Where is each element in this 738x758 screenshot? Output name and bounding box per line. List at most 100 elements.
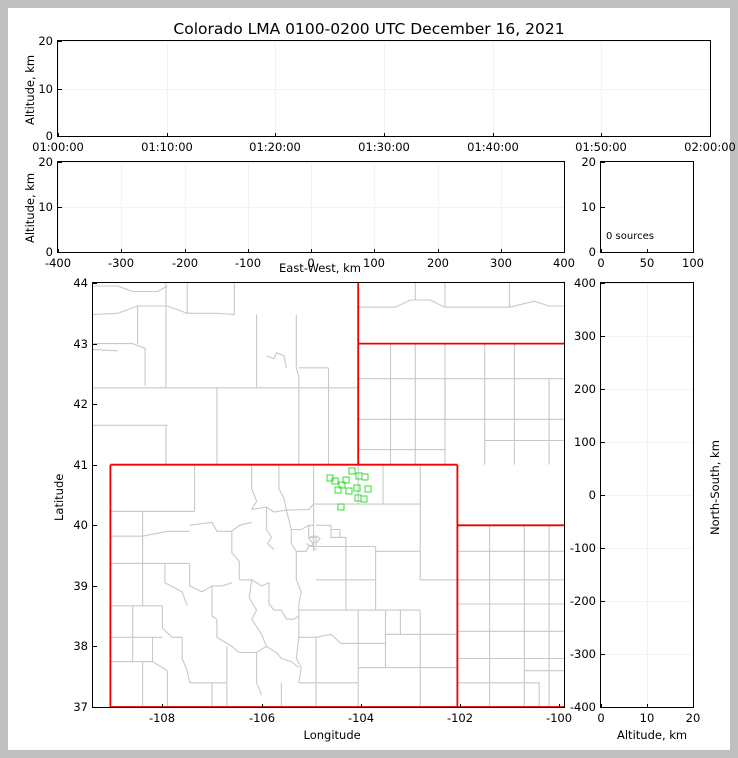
histogram-y-axis-tick-1: [601, 207, 605, 208]
gridline-vertical: [121, 162, 122, 252]
altitude-axis-3-label-1: 10: [639, 711, 655, 725]
panel-time-altitude[interactable]: [57, 40, 711, 137]
altitude-axis-1-label-0: 0: [45, 129, 53, 143]
northsouth-axis-tick-8: [601, 283, 605, 284]
gridline-vertical: [601, 41, 602, 136]
county-line: [266, 351, 287, 368]
northsouth-axis-label-8: 400: [574, 276, 596, 290]
county-line: [189, 563, 232, 593]
northsouth-axis-label-0: -400: [569, 700, 596, 714]
county-line: [93, 305, 235, 316]
county-line: [93, 285, 168, 293]
altitude-axis-1-label-2: 20: [38, 34, 53, 48]
county-line: [331, 528, 341, 538]
time-axis-label-2: 01:20:00: [249, 140, 301, 154]
lma-source-marker: [360, 495, 368, 503]
longitude-axis-label-0: -108: [148, 711, 176, 725]
northsouth-axis-label-4: 0: [588, 488, 596, 502]
panel-longitude-latitude-map[interactable]: [92, 282, 565, 708]
lma-source-marker: [345, 487, 353, 495]
northsouth-axis-label-3: -100: [569, 541, 596, 555]
northsouth-axis-tick-0: [601, 707, 605, 708]
eastwest-axis-label-6: 200: [427, 256, 449, 270]
latitude-axis-tick-1: [93, 646, 97, 647]
latitude-axis-label-6: 43: [73, 337, 88, 351]
xlabel-longitude: Longitude: [303, 728, 361, 742]
map-geography: [93, 283, 564, 707]
lma-source-marker: [331, 477, 339, 485]
gridline-vertical: [647, 283, 648, 707]
panel-eastwest-altitude[interactable]: [57, 161, 565, 253]
histogram-x-axis-label-2: 100: [682, 256, 704, 270]
xlabel-eastwest: East-West, km: [279, 261, 361, 275]
altitude-axis-2-tick-2: [58, 162, 62, 163]
eastwest-axis-tick-6: [438, 249, 439, 253]
northsouth-axis-tick-1: [601, 654, 605, 655]
eastwest-axis-tick-8: [564, 249, 565, 253]
ylabel-latitude: Latitude: [52, 473, 66, 521]
time-axis-tick-0: [58, 133, 59, 137]
longitude-axis-tick-2: [361, 704, 362, 708]
panel-altitude-histogram[interactable]: [600, 161, 694, 253]
histogram-y-axis-tick-0: [601, 252, 605, 253]
time-axis-tick-2: [275, 133, 276, 137]
lma-source-marker: [334, 486, 342, 494]
northsouth-axis-tick-6: [601, 389, 605, 390]
eastwest-axis-label-7: 300: [490, 256, 512, 270]
eastwest-axis-label-4: 0: [307, 256, 315, 270]
county-line: [316, 524, 347, 552]
ylabel-altitude-2: Altitude, km: [23, 172, 37, 243]
county-line: [295, 314, 300, 465]
histogram-x-axis-label-0: 0: [597, 256, 605, 270]
northsouth-axis-label-1: -300: [569, 647, 596, 661]
histogram-y-axis-tick-2: [601, 162, 605, 163]
altitude-axis-3-tick-0: [601, 704, 602, 708]
altitude-axis-3-tick-2: [693, 704, 694, 708]
county-line: [268, 582, 282, 611]
northsouth-axis-label-7: 300: [574, 329, 596, 343]
altitude-axis-2-tick-1: [58, 207, 62, 208]
altitude-axis-3-tick-1: [647, 704, 648, 708]
northsouth-axis-label-6: 200: [574, 382, 596, 396]
histogram-x-axis-tick-2: [693, 249, 694, 253]
county-line: [285, 509, 314, 531]
northsouth-axis-label-5: 100: [574, 435, 596, 449]
northsouth-axis-tick-2: [601, 601, 605, 602]
county-line: [239, 579, 270, 587]
county-line: [189, 521, 252, 532]
northsouth-axis-tick-7: [601, 336, 605, 337]
gridline-vertical: [493, 41, 494, 136]
eastwest-axis-tick-4: [311, 249, 312, 253]
county-line: [278, 464, 287, 511]
panel-altitude-northsouth[interactable]: [600, 282, 694, 708]
latitude-axis-tick-3: [93, 525, 97, 526]
latitude-axis-tick-5: [93, 404, 97, 405]
histogram-x-axis-tick-0: [601, 249, 602, 253]
ylabel-northsouth: North-South, km: [708, 440, 722, 535]
figure-canvas: Colorado LMA 0100-0200 UTC December 16, …: [8, 8, 736, 750]
latitude-axis-label-4: 41: [73, 458, 88, 472]
longitude-axis-label-1: -106: [248, 711, 276, 725]
county-line: [256, 652, 263, 696]
longitude-axis-tick-3: [460, 704, 461, 708]
eastwest-axis-label-3: -100: [234, 256, 262, 270]
county-line: [358, 299, 564, 308]
histogram-y-axis-label-1: 10: [581, 200, 596, 214]
altitude-axis-1-tick-1: [58, 89, 62, 90]
time-axis-tick-6: [710, 133, 711, 137]
lma-source-marker: [337, 503, 345, 511]
lma-source-marker: [342, 476, 350, 484]
latitude-axis-tick-4: [93, 465, 97, 466]
latitude-axis-label-3: 40: [73, 518, 88, 532]
northsouth-axis-tick-4: [601, 495, 605, 496]
eastwest-axis-tick-2: [185, 249, 186, 253]
altitude-axis-2-label-0: 0: [45, 245, 53, 259]
county-line: [384, 633, 421, 644]
lma-source-marker: [353, 484, 361, 492]
latitude-axis-tick-2: [93, 586, 97, 587]
eastwest-axis-label-1: -300: [107, 256, 135, 270]
county-line: [231, 531, 240, 580]
latitude-axis-tick-7: [93, 283, 97, 284]
histogram-y-axis-label-2: 20: [581, 155, 596, 169]
county-line: [251, 464, 258, 510]
